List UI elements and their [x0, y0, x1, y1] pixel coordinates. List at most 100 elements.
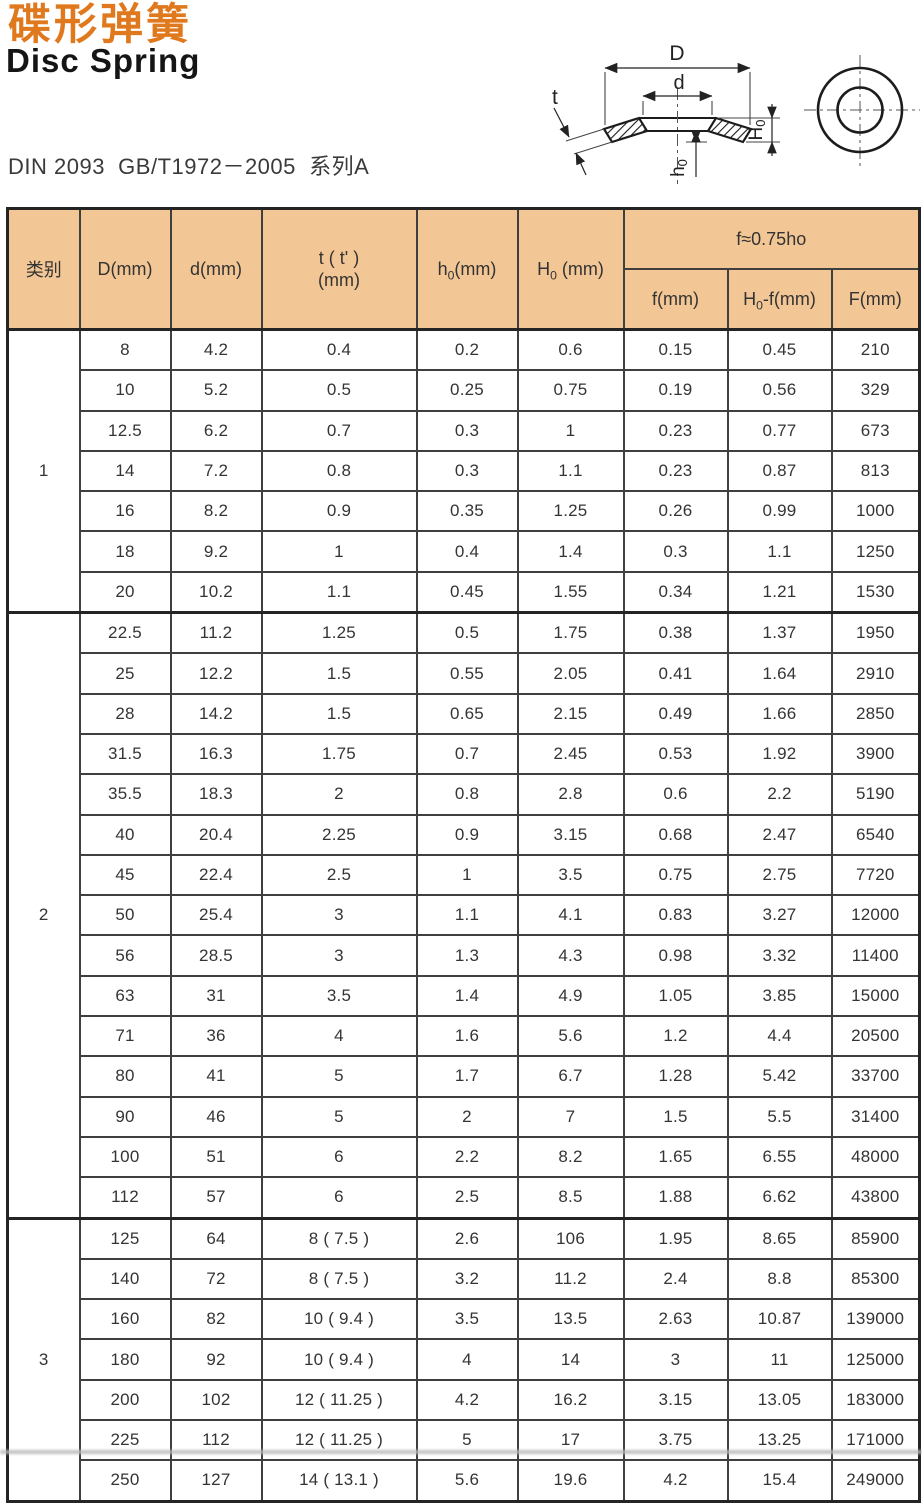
value-cell: 0.23 [622, 409, 729, 452]
value-cell: 102 [169, 1378, 263, 1422]
table-row: 2 22.5 11.2 1.25 0.5 1.75 0.38 1.37 1950 [6, 611, 921, 1220]
value-cell: 2.4 [622, 1257, 729, 1301]
value-cell: 14.2 [169, 692, 263, 735]
value-cell: 0.6 [516, 328, 625, 372]
value-cell: 3 [260, 894, 418, 937]
value-cell: 125000 [830, 1338, 921, 1381]
value-cell: 15000 [830, 974, 921, 1018]
value-cell: 0.7 [260, 409, 418, 452]
value-cell: 57 [169, 1176, 263, 1220]
value-cell: 25 [78, 652, 172, 695]
value-cell: 28.5 [169, 934, 263, 977]
table-row: 80 41 5 1.7 6.7 1.28 5.42 33700 [8, 1055, 921, 1098]
value-cell: 10.2 [169, 570, 263, 614]
value-cell: 0.15 [622, 328, 729, 372]
value-cell: 160 [78, 1298, 172, 1341]
technical-drawing: D d t H0 h0 [540, 22, 922, 205]
value-cell: 127 [169, 1459, 263, 1503]
value-cell: 64 [169, 1216, 263, 1260]
value-cell: 1.64 [726, 652, 833, 695]
table-row: 112 57 6 2.5 8.5 1.88 6.62 43800 [8, 1176, 921, 1220]
value-cell: 1.75 [260, 732, 418, 776]
disc-spring-spec-table: 类别 D(mm) d(mm) t ( t' ) (mm) h0(mm) H0 (… [6, 207, 921, 1503]
value-cell: 8.5 [516, 1176, 625, 1220]
value-cell: 0.49 [622, 692, 729, 735]
value-cell: 35.5 [78, 773, 172, 816]
value-cell: 3.15 [516, 813, 625, 856]
value-cell: 11.2 [516, 1257, 625, 1301]
value-cell: 4.1 [516, 894, 625, 937]
table-row: 3 125 64 8 ( 7.5 ) 2.6 106 1.95 8.65 85900 [6, 1216, 921, 1503]
value-cell: 22.5 [78, 611, 172, 655]
value-cell: 5 [415, 1419, 519, 1462]
table-row: 140 72 8 ( 7.5 ) 3.2 11.2 2.4 8.8 85300 [8, 1257, 921, 1301]
value-cell: 2.25 [260, 813, 418, 856]
value-cell: 1.25 [516, 490, 625, 533]
value-cell: 6.55 [726, 1135, 833, 1179]
value-cell: 4.2 [622, 1459, 729, 1503]
value-cell: 12.5 [78, 409, 172, 452]
value-cell: 2.6 [415, 1216, 519, 1260]
col-header-H0: H0 (mm) [516, 207, 625, 331]
value-cell: 1.66 [726, 692, 833, 735]
value-cell: 25.4 [169, 894, 263, 937]
value-cell: 1250 [830, 530, 921, 573]
value-cell: 0.41 [622, 652, 729, 695]
value-cell: 9.2 [169, 530, 263, 573]
value-cell: 0.3 [415, 409, 519, 452]
dimension-label-t: t [552, 86, 558, 109]
value-cell: 183000 [830, 1378, 921, 1422]
value-cell: 3 [622, 1338, 729, 1381]
value-cell: 80 [78, 1055, 172, 1098]
value-cell: 11400 [830, 934, 921, 977]
value-cell: 92 [169, 1338, 263, 1381]
value-cell: 0.4 [260, 328, 418, 372]
value-cell: 249000 [830, 1459, 921, 1503]
table-row: 56 28.5 3 1.3 4.3 0.98 3.32 11400 [8, 934, 921, 977]
page-title-chinese: 碟形弹簧 [8, 0, 192, 50]
value-cell: 13.5 [516, 1298, 625, 1341]
col-header-category: 类别 [6, 207, 81, 331]
value-cell: 2.5 [415, 1176, 519, 1220]
value-cell: 2 [260, 773, 418, 816]
value-cell: 813 [830, 449, 921, 493]
value-cell: 2.2 [415, 1135, 519, 1179]
value-cell: 8.2 [169, 490, 263, 533]
value-cell: 0.34 [622, 570, 729, 614]
value-cell: 14 [516, 1338, 625, 1381]
value-cell: 5.2 [169, 369, 263, 412]
value-cell: 16.3 [169, 732, 263, 776]
page-title-english: Disc Spring [6, 42, 201, 79]
value-cell: 40 [78, 813, 172, 856]
value-cell: 85900 [830, 1216, 921, 1260]
value-cell: 0.98 [622, 934, 729, 977]
value-cell: 1.92 [726, 732, 833, 776]
table-row: 1 8 4.2 0.4 0.2 0.6 0.15 0.45 210 [6, 327, 921, 614]
value-cell: 0.55 [415, 652, 519, 695]
value-cell: 7720 [830, 853, 921, 897]
value-cell: 14 [78, 449, 172, 493]
value-cell: 4.4 [726, 1015, 833, 1058]
value-cell: 19.6 [516, 1459, 625, 1503]
value-cell: 31.5 [78, 732, 172, 776]
value-cell: 1.4 [415, 974, 519, 1018]
value-cell: 6.2 [169, 409, 263, 452]
value-cell: 1.28 [622, 1055, 729, 1098]
value-cell: 0.83 [622, 894, 729, 937]
value-cell: 1.25 [260, 611, 418, 655]
col-header-h0: h0(mm) [415, 207, 519, 331]
table-row: 12.5 6.2 0.7 0.3 1 0.23 0.77 673 [8, 409, 921, 452]
value-cell: 1.05 [622, 974, 729, 1018]
value-cell: 82 [169, 1298, 263, 1341]
value-cell: 20500 [830, 1015, 921, 1058]
value-cell: 112 [169, 1419, 263, 1462]
value-cell: 3.85 [726, 974, 833, 1018]
value-cell: 0.45 [726, 328, 833, 372]
table-row: 225 112 12 ( 11.25 ) 5 17 3.75 13.25 171000 [8, 1419, 921, 1462]
value-cell: 6.62 [726, 1176, 833, 1220]
table-row: 10 5.2 0.5 0.25 0.75 0.19 0.56 329 [8, 369, 921, 412]
value-cell: 0.25 [415, 369, 519, 412]
col-header-t-line2: (mm) [318, 270, 360, 290]
value-cell: 1.6 [415, 1015, 519, 1058]
col-header-f: f(mm) [622, 268, 729, 331]
